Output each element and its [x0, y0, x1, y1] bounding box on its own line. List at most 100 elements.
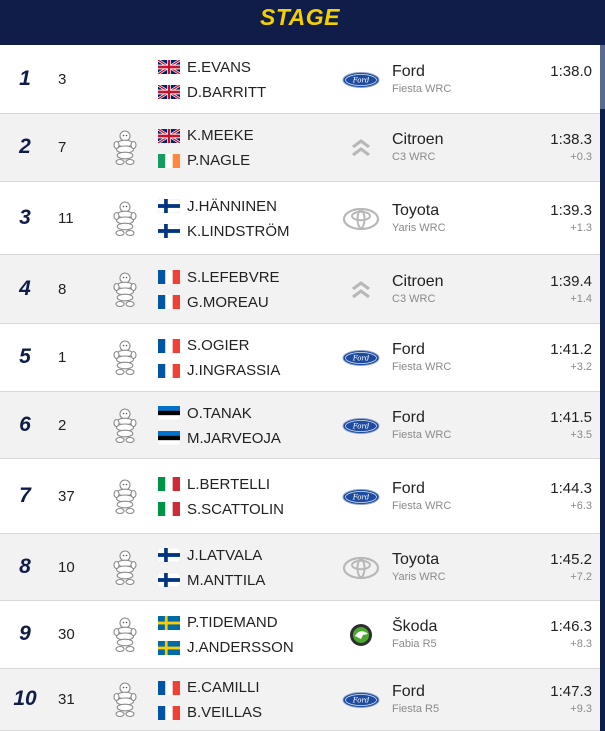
time-value: 1:38.0: [550, 62, 592, 80]
se-flag-icon: [158, 640, 180, 655]
michelin-tyre-icon: [112, 130, 138, 166]
scrollbar[interactable]: [600, 45, 605, 731]
fr-flag-icon: [158, 295, 180, 309]
car-number: 3: [58, 70, 67, 88]
crew: E.CAMILLI B.VEILLAS: [158, 675, 338, 725]
ford-logo-icon: Ford: [342, 414, 380, 438]
make-name: Ford: [392, 62, 425, 80]
car-model: Fiesta R5: [392, 703, 440, 715]
codriver-name[interactable]: B.VEILLAS: [187, 704, 263, 721]
car-make: Toyota Yaris WRC: [392, 201, 542, 235]
driver-name[interactable]: P.TIDEMAND: [187, 614, 278, 631]
car-model: Fabia R5: [392, 638, 437, 650]
michelin-tyre-icon: [112, 682, 138, 718]
toyota-logo-icon: [342, 207, 380, 231]
codriver-name[interactable]: P.NAGLE: [187, 152, 251, 169]
crew: K.MEEKE P.NAGLE: [157, 123, 338, 173]
table-row[interactable]: 2 7 K.MEEKE P.NAGLE Citroen C3 WRC 1:38.3 +0.3: [0, 114, 600, 182]
stage-time: 1:41.5 +3.5: [502, 408, 592, 442]
position: 5: [19, 345, 31, 368]
car-model: Fiesta WRC: [392, 361, 452, 373]
driver-name[interactable]: L.BERTELLI: [187, 475, 271, 493]
driver-name[interactable]: E.EVANS: [187, 58, 251, 76]
car-make: Toyota Yaris WRC: [392, 550, 542, 584]
table-row[interactable]: 4 8 S.LEFEBVRE G.MOREAU Citroen C3 WRC 1:39.4 +…: [0, 255, 600, 324]
codriver-name[interactable]: G.MOREAU: [187, 293, 269, 311]
codriver-name[interactable]: M.JARVEOJA: [187, 429, 281, 447]
stage-time: 1:39.3 +1.3: [502, 201, 592, 235]
time-gap: +1.3: [570, 221, 592, 234]
codriver-name[interactable]: S.SCATTOLIN: [187, 500, 284, 518]
car-number: 10: [58, 558, 75, 576]
car-model: Yaris WRC: [392, 221, 446, 234]
driver-name[interactable]: K.MEEKE: [187, 127, 254, 144]
citroen-logo-icon: [342, 278, 380, 302]
ford-logo-icon: Ford: [342, 68, 380, 92]
time-value: 1:39.4: [550, 272, 592, 290]
position: 8: [19, 554, 31, 578]
crew: P.TIDEMAND J.ANDERSSON: [158, 610, 338, 660]
table-row[interactable]: 9 30 P.TIDEMAND J.ANDERSSON Škoda Fabia R5 1:4…: [0, 601, 600, 669]
fr-flag-icon: [158, 270, 180, 284]
michelin-tyre-icon: [112, 340, 138, 376]
time-value: 1:39.3: [550, 201, 592, 219]
position: 3: [19, 205, 31, 229]
car-model: Fiesta WRC: [392, 428, 452, 441]
svg-text:Ford: Ford: [352, 697, 370, 705]
table-row[interactable]: 1 3 E.EVANS D.BARRITT Ford Ford Fiesta WRC 1:38…: [0, 45, 600, 114]
michelin-tyre-icon: [112, 407, 138, 444]
car-make: Ford Fiesta WRC: [392, 62, 542, 96]
stage-time: 1:38.3 +0.3: [502, 130, 592, 164]
michelin-tyre-icon: [112, 200, 138, 237]
codriver-name[interactable]: J.ANDERSSON: [187, 639, 294, 656]
driver-name[interactable]: S.LEFEBVRE: [187, 268, 280, 286]
driver-name[interactable]: O.TANAK: [187, 404, 252, 422]
time-value: 1:44.3: [550, 479, 592, 497]
time-gap: +6.3: [570, 499, 592, 512]
fr-flag-icon: [158, 338, 180, 353]
position: 6: [19, 412, 31, 436]
table-row[interactable]: 5 1 S.OGIER J.INGRASSIA Ford Ford Fiesta WRC 1:…: [0, 324, 600, 392]
car-model: C3 WRC: [392, 292, 436, 305]
stage-time: 1:45.2 +7.2: [502, 550, 592, 584]
driver-name[interactable]: J.LATVALA: [187, 546, 263, 564]
driver-name[interactable]: J.HÄNNINEN: [187, 197, 278, 215]
table-row[interactable]: 8 10 J.LATVALA M.ANTTILA Toyota Yaris WRC 1:45…: [0, 534, 600, 601]
time-value: 1:41.5: [550, 408, 592, 426]
toyota-logo-icon: [342, 556, 380, 580]
codriver-name[interactable]: K.LINDSTRÖM: [187, 222, 290, 240]
table-row[interactable]: 6 2 O.TANAK M.JARVEOJA Ford Ford Fiesta WRC 1:4…: [0, 392, 600, 459]
car-make: Ford Fiesta WRC: [392, 408, 542, 442]
crew: O.TANAK M.JARVEOJA: [157, 401, 338, 451]
codriver-name[interactable]: M.ANTTILA: [187, 571, 266, 589]
driver-name[interactable]: E.CAMILLI: [187, 679, 260, 696]
make-name: Ford: [392, 341, 425, 358]
table-row[interactable]: 10 31 E.CAMILLI B.VEILLAS Ford Ford Fiesta R5 1…: [0, 669, 600, 731]
car-number: 2: [58, 416, 67, 434]
position: 4: [19, 276, 31, 300]
stage-header: STAGE: [0, 0, 605, 45]
stage-time: 1:44.3 +6.3: [502, 479, 592, 513]
car-model: Fiesta WRC: [392, 499, 452, 512]
codriver-name[interactable]: J.INGRASSIA: [187, 362, 281, 379]
gb-flag-icon: [157, 127, 181, 144]
table-row[interactable]: 7 37 L.BERTELLI S.SCATTOLIN Ford Ford Fiesta W…: [0, 459, 600, 534]
page-title: STAGE: [259, 4, 341, 30]
position: 2: [19, 135, 31, 158]
car-number: 11: [58, 209, 74, 227]
crew: E.EVANS D.BARRITT: [157, 55, 338, 105]
driver-name[interactable]: S.OGIER: [187, 337, 250, 354]
stage-time: 1:47.3 +9.3: [502, 682, 592, 716]
ford-logo-icon: Ford: [342, 346, 380, 370]
skoda-logo-icon: [342, 623, 380, 647]
scrollbar-thumb[interactable]: [600, 45, 605, 109]
fr-flag-icon: [158, 363, 180, 378]
codriver-name[interactable]: D.BARRITT: [187, 83, 267, 101]
car-number: 37: [58, 487, 75, 505]
ee-flag-icon: [157, 431, 181, 446]
ie-flag-icon: [158, 153, 180, 168]
car-make: Škoda Fabia R5: [392, 617, 542, 651]
fi-flag-icon: [157, 223, 181, 239]
svg-text:Ford: Ford: [352, 76, 370, 84]
table-row[interactable]: 3 11 J.HÄNNINEN K.LINDSTRÖM Toyota Yaris WRC 1…: [0, 182, 600, 255]
